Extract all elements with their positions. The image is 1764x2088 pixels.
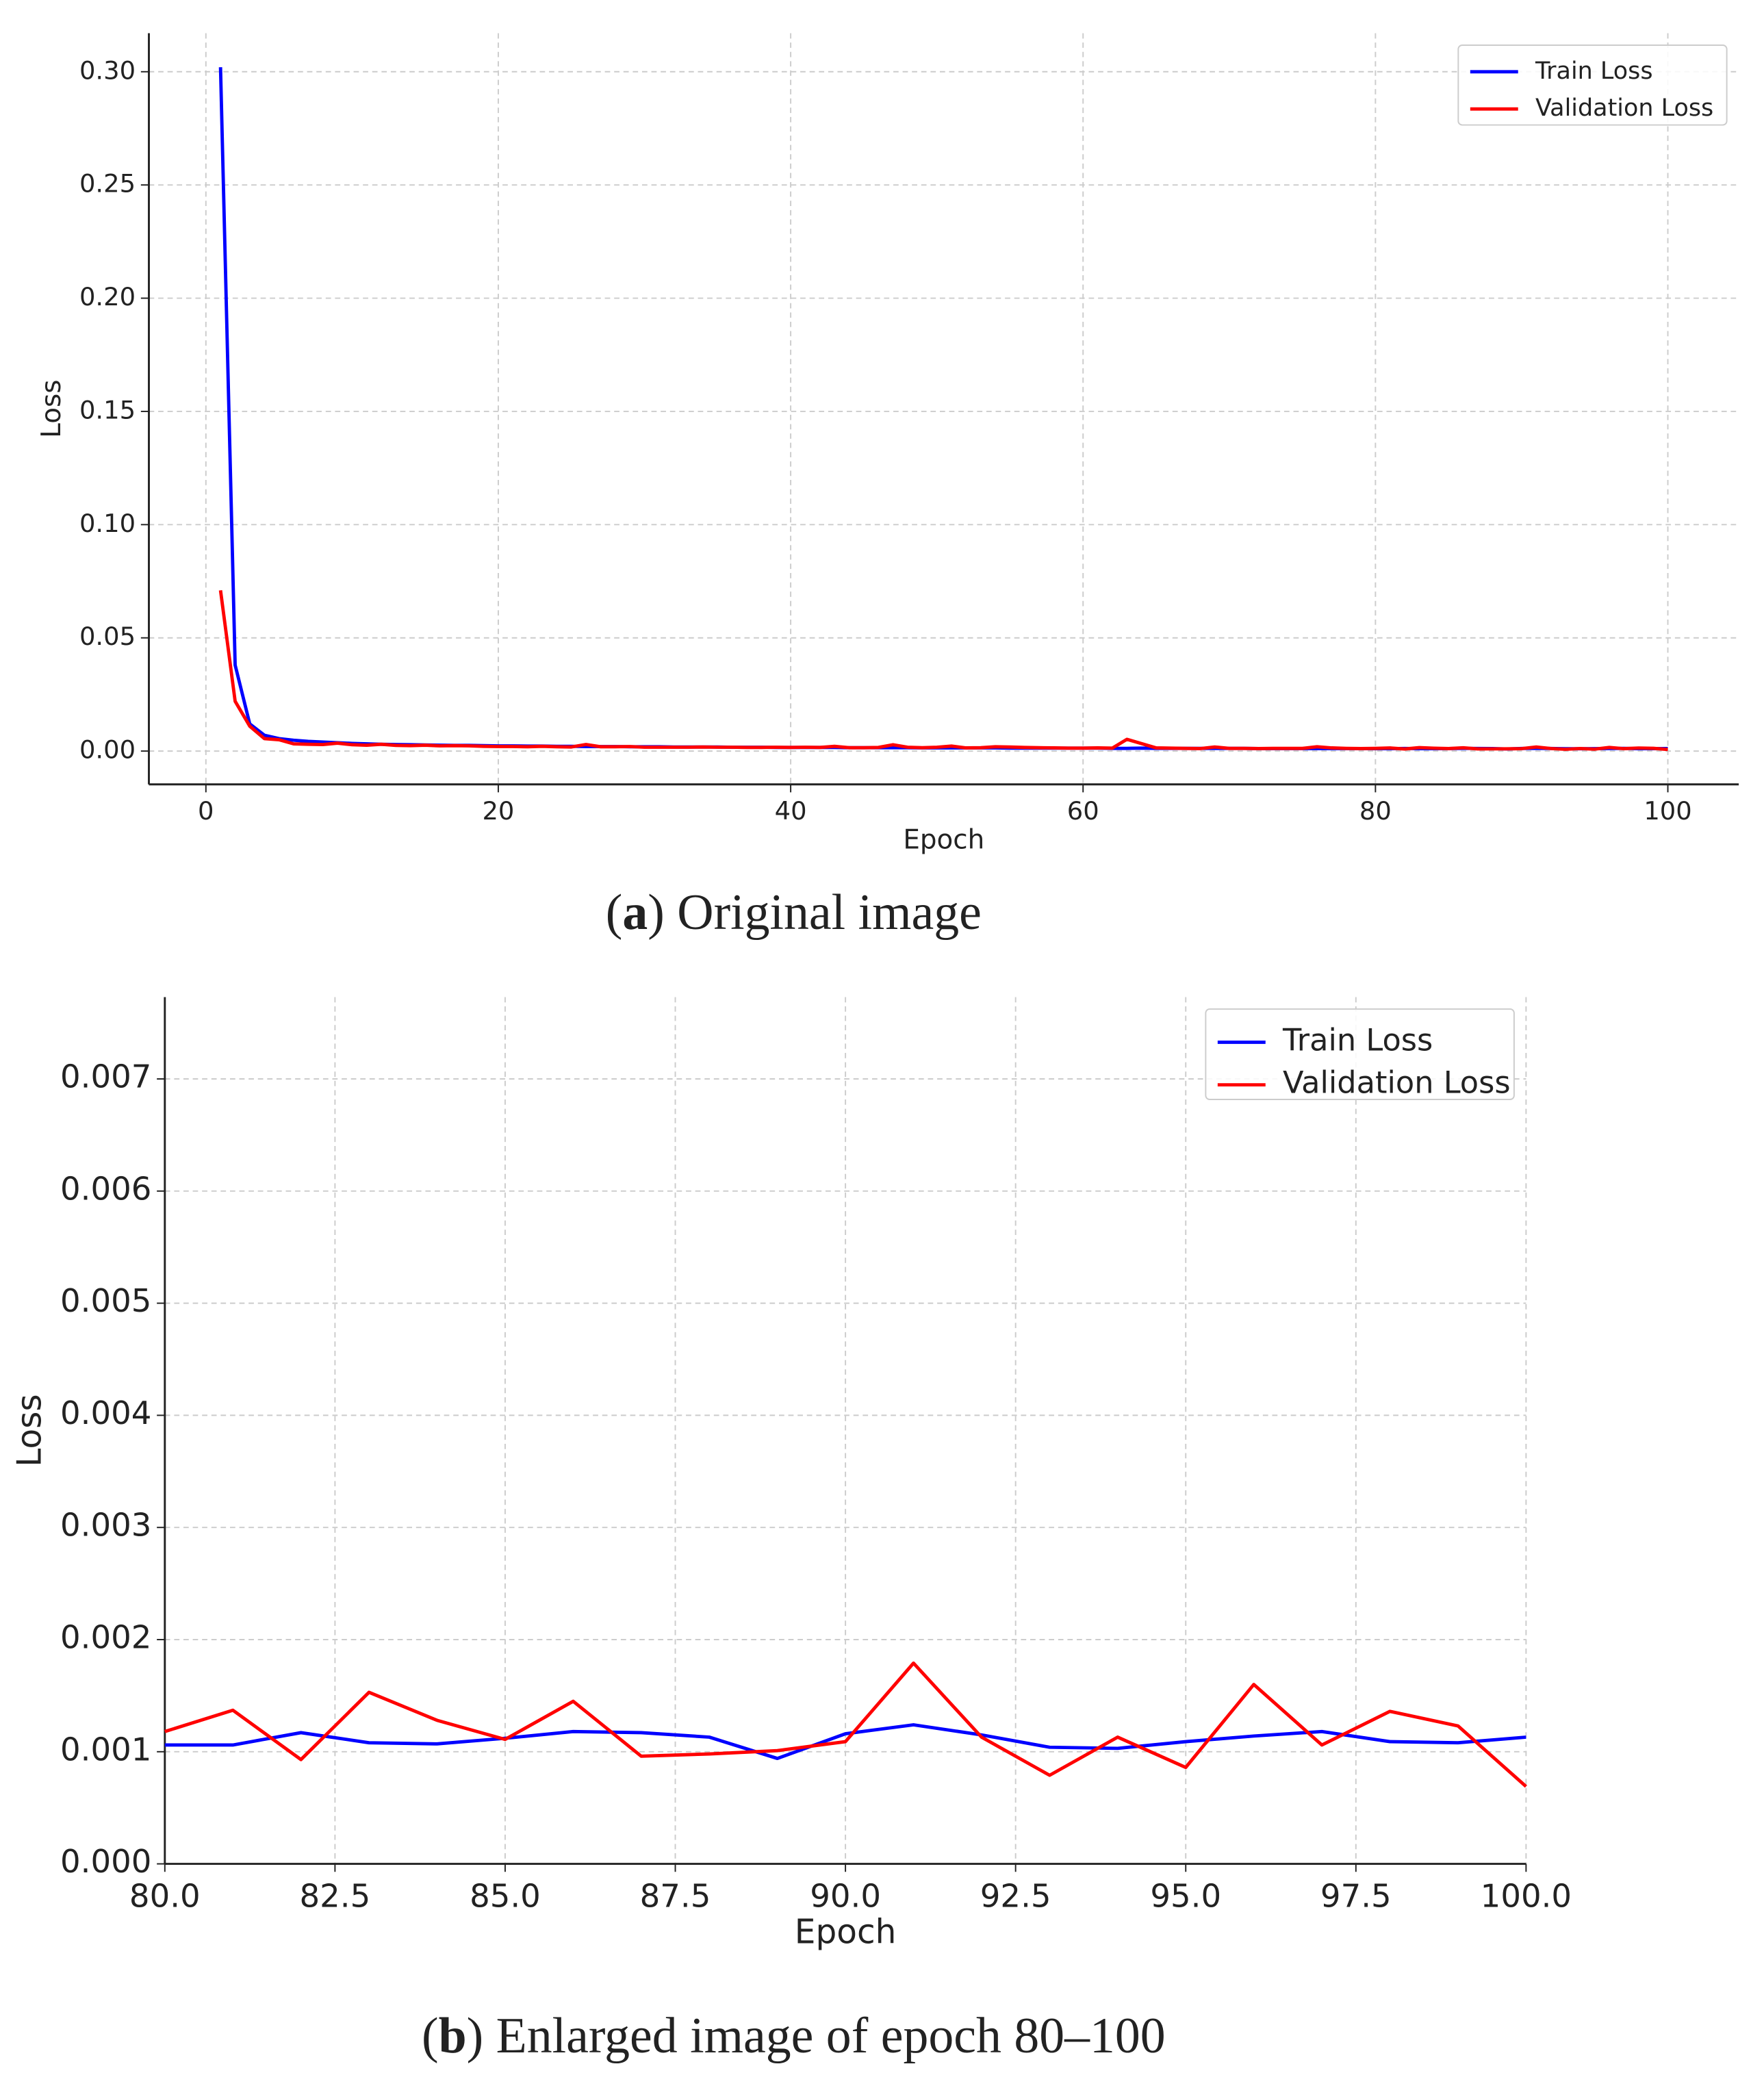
y-tick-label: 0.000 — [60, 1843, 151, 1880]
caption-part: ) Original image — [648, 884, 982, 940]
y-axis-label: Loss — [11, 1394, 49, 1466]
legend-label: Validation Loss — [1535, 94, 1713, 122]
x-tick-label: 20 — [482, 796, 514, 826]
legend-label: Train Loss — [1282, 1022, 1433, 1058]
x-tick-label: 87.5 — [640, 1878, 711, 1915]
x-tick-label: 80.0 — [129, 1878, 201, 1915]
x-tick-label: 80 — [1359, 796, 1392, 826]
y-tick-label: 0.05 — [79, 622, 136, 651]
y-tick-label: 0.001 — [60, 1731, 151, 1768]
caption-part: ( — [606, 884, 623, 940]
x-tick-label: 95.0 — [1150, 1878, 1221, 1915]
y-tick-label: 0.00 — [79, 735, 136, 765]
line-series — [218, 67, 1668, 751]
x-axis-label: Epoch — [903, 825, 984, 856]
y-tick-label: 0.25 — [79, 169, 136, 199]
legend-box — [1205, 1008, 1515, 1100]
x-tick-label: 0 — [198, 796, 214, 826]
caption-part: a — [622, 884, 648, 940]
x-tick-label: 85.0 — [470, 1878, 541, 1915]
y-tick-label: 0.006 — [60, 1170, 151, 1207]
y-axis-label: Loss — [36, 380, 67, 438]
legend-label: Validation Loss — [1283, 1065, 1511, 1101]
line-series — [164, 1723, 1526, 1761]
y-tick-label: 0.003 — [60, 1507, 151, 1544]
y-tick-label: 0.007 — [60, 1058, 151, 1095]
x-axis-label: Epoch — [795, 1913, 897, 1952]
x-tick-label: 60 — [1067, 796, 1099, 826]
caption: (a) Original image — [606, 884, 982, 940]
x-tick-label: 97.5 — [1320, 1878, 1392, 1915]
line-series — [164, 1661, 1528, 1788]
y-tick-label: 0.30 — [79, 55, 136, 85]
x-tick-label: 100 — [1644, 796, 1691, 826]
caption-part: ) Enlarged image of epoch 80–100 — [467, 2007, 1166, 2063]
y-tick-label: 0.002 — [60, 1618, 151, 1655]
y-tick-label: 0.004 — [60, 1395, 151, 1431]
y-tick-label: 0.15 — [79, 395, 136, 424]
caption-part: b — [439, 2007, 467, 2063]
x-tick-label: 90.0 — [810, 1878, 881, 1915]
x-tick-label: 92.5 — [980, 1878, 1051, 1915]
x-tick-label: 40 — [775, 796, 807, 826]
legend-label: Train Loss — [1535, 58, 1653, 85]
x-tick-label: 82.5 — [300, 1878, 371, 1915]
caption: (b) Enlarged image of epoch 80–100 — [422, 2007, 1166, 2063]
y-tick-label: 0.20 — [79, 282, 136, 311]
x-tick-label: 100.0 — [1481, 1878, 1572, 1915]
y-tick-label: 0.10 — [79, 509, 136, 538]
y-tick-label: 0.005 — [60, 1282, 151, 1319]
legend-box — [1457, 44, 1728, 126]
line-series — [218, 589, 1668, 752]
caption-part: ( — [422, 2007, 439, 2063]
